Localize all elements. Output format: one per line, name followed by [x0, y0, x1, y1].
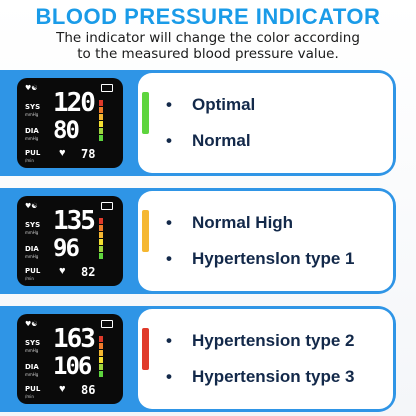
dia-unit: mmHg [25, 372, 39, 377]
pul-value: 86 [81, 383, 96, 397]
dia-label: DIA [25, 127, 39, 135]
scale-segment [99, 100, 103, 106]
scale-segment [99, 371, 103, 377]
scale-segment [99, 107, 103, 113]
scale-segment [99, 114, 103, 120]
scale-segment [99, 350, 103, 356]
user-icon: ♥☯ [25, 202, 38, 210]
sys-label: SYS [25, 339, 41, 347]
sys-unit: mmHg [25, 348, 39, 353]
scale-segment [99, 135, 103, 141]
subtitle-line-1: The indicator will change the color acco… [56, 30, 360, 46]
color-scale [99, 336, 103, 380]
category-hypertension-3: Hypertension type 3 [166, 367, 354, 387]
battery-icon [101, 320, 113, 328]
dia-unit: mmHg [25, 136, 39, 141]
subtitle-line-2: to the measured blood pressure value. [77, 46, 339, 62]
scale-segment [99, 357, 103, 363]
pul-value: 78 [81, 147, 96, 161]
pul-unit: /min [25, 158, 34, 163]
bp-card-elevated: ♥☯ SYS mmHg DIA mmHg PUL /min 135 96 ♥ 8… [0, 188, 396, 294]
pul-label: PUL [25, 385, 41, 393]
dia-label: DIA [25, 245, 39, 253]
info-panel: Optimal Normal [138, 73, 393, 173]
indicator-bar [142, 210, 149, 252]
pul-label: PUL [25, 149, 41, 157]
scale-segment [99, 336, 103, 342]
page-title: BLOOD PRESSURE INDICATOR [35, 4, 381, 29]
sys-label: SYS [25, 103, 41, 111]
category-hypertension-1: Hypertenslon type 1 [166, 249, 354, 269]
dia-value: 80 [53, 116, 80, 144]
battery-icon [101, 84, 113, 92]
user-icon: ♥☯ [25, 320, 38, 328]
user-icon: ♥☯ [25, 84, 38, 92]
category-hypertension-2: Hypertension type 2 [166, 331, 354, 351]
info-panel: Hypertension type 2 Hypertension type 3 [138, 309, 393, 409]
scale-segment [99, 232, 103, 238]
scale-segment [99, 128, 103, 134]
color-scale [99, 100, 103, 144]
pul-unit: /min [25, 276, 34, 281]
pul-unit: /min [25, 394, 34, 399]
scale-segment [99, 239, 103, 245]
sys-unit: mmHg [25, 230, 39, 235]
category-normal-high: Normal High [166, 213, 293, 233]
category-normal: Normal [166, 131, 251, 151]
monitor-screen: ♥☯ SYS mmHg DIA mmHg PUL /min 120 80 ♥ 7… [17, 78, 123, 168]
scale-segment [99, 225, 103, 231]
scale-segment [99, 364, 103, 370]
category-optimal: Optimal [166, 95, 255, 115]
info-panel: Normal High Hypertenslon type 1 [138, 191, 393, 291]
scale-segment [99, 253, 103, 259]
color-scale [99, 218, 103, 262]
pul-label: PUL [25, 267, 41, 275]
dia-unit: mmHg [25, 254, 39, 259]
indicator-bar [142, 328, 149, 370]
indicator-bar [142, 92, 149, 134]
scale-segment [99, 343, 103, 349]
dia-value: 106 [53, 352, 92, 380]
sys-label: SYS [25, 221, 41, 229]
heart-icon: ♥ [59, 147, 66, 159]
scale-segment [99, 246, 103, 252]
battery-icon [101, 202, 113, 210]
monitor-screen: ♥☯ SYS mmHg DIA mmHg PUL /min 135 96 ♥ 8… [17, 196, 123, 286]
pul-value: 82 [81, 265, 96, 279]
bp-card-optimal: ♥☯ SYS mmHg DIA mmHg PUL /min 120 80 ♥ 7… [0, 70, 396, 176]
dia-label: DIA [25, 363, 39, 371]
scale-segment [99, 218, 103, 224]
sys-value: 120 [53, 88, 96, 118]
monitor-screen: ♥☯ SYS mmHg DIA mmHg PUL /min 163 106 ♥ … [17, 314, 123, 404]
heart-icon: ♥ [59, 383, 66, 395]
dia-value: 96 [53, 234, 80, 262]
heart-icon: ♥ [59, 265, 66, 277]
sys-value: 163 [53, 324, 96, 354]
sys-value: 135 [53, 206, 96, 236]
scale-segment [99, 121, 103, 127]
bp-card-high: ♥☯ SYS mmHg DIA mmHg PUL /min 163 106 ♥ … [0, 306, 396, 412]
sys-unit: mmHg [25, 112, 39, 117]
